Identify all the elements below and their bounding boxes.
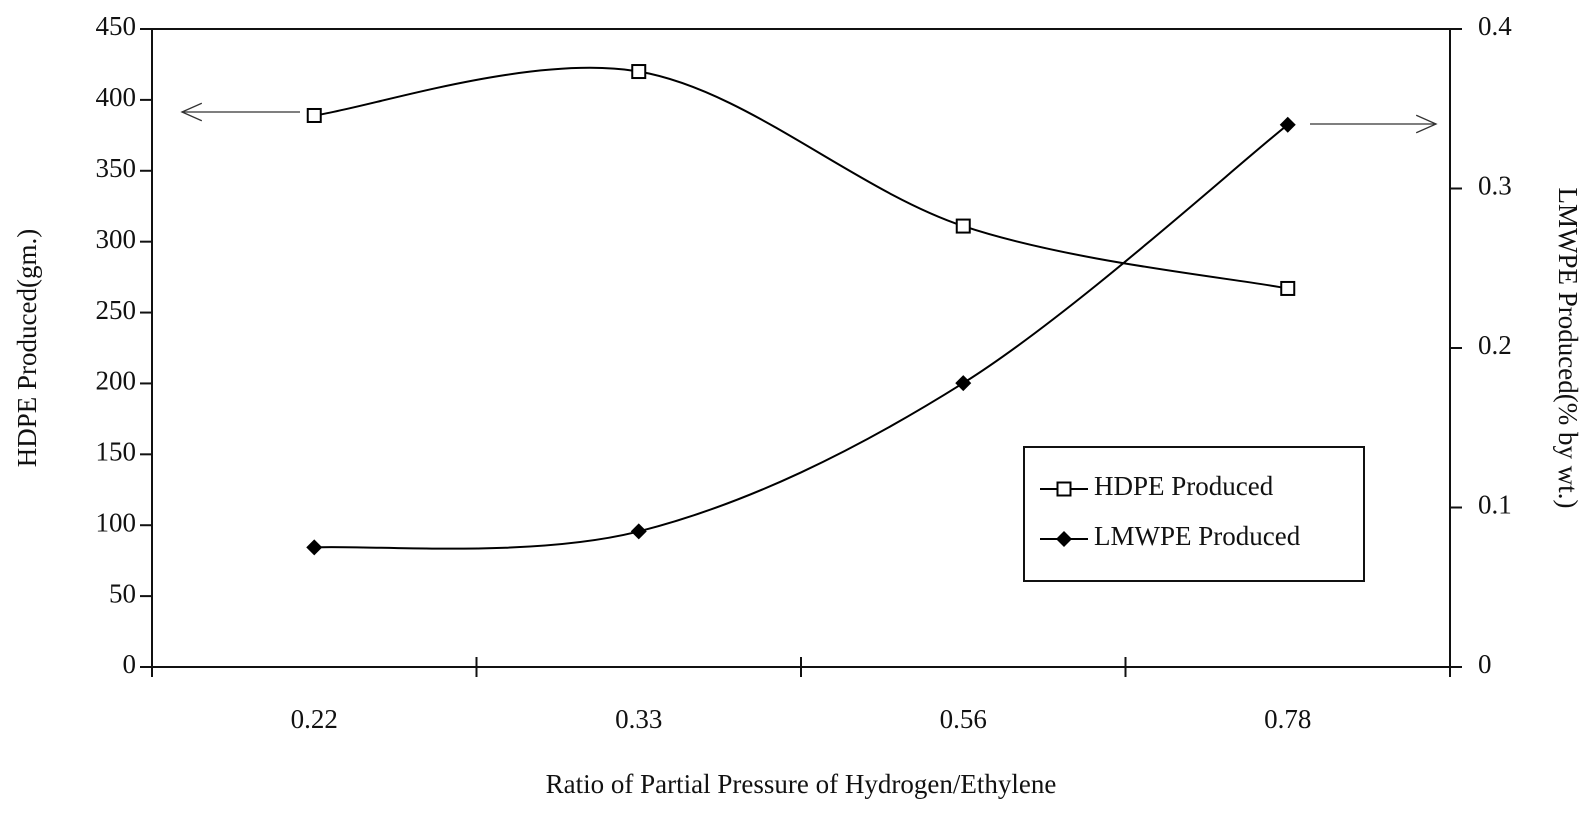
- x-tick-label: 0.78: [1264, 704, 1311, 734]
- y2-axis-label: LMWPE Produced(% by wt.): [1553, 188, 1583, 509]
- line: [314, 123, 1289, 550]
- point: [306, 107, 322, 123]
- point: [955, 218, 971, 234]
- x-tick-label: 0.33: [615, 704, 662, 734]
- line: [314, 66, 1288, 290]
- point: [1280, 280, 1296, 296]
- legend: [1023, 446, 1365, 582]
- point: [1279, 116, 1296, 133]
- y-tick-label: 50: [109, 578, 136, 608]
- y-axis-label: HDPE Produced(gm.): [12, 229, 42, 467]
- x-axis-label: Ratio of Partial Pressure of Hydrogen/Et…: [546, 769, 1057, 799]
- point: [630, 523, 647, 540]
- legend-marker: [1056, 481, 1072, 497]
- point: [631, 64, 647, 80]
- x-tick-label: 0.56: [940, 704, 987, 734]
- y-tick-label: 250: [96, 295, 137, 325]
- x-tick-label: 0.22: [291, 704, 338, 734]
- point: [955, 375, 972, 392]
- y-tick-label: 400: [96, 82, 137, 112]
- y2-tick-label: 0: [1478, 649, 1492, 679]
- y2-tick-label: 0.1: [1478, 490, 1512, 520]
- y-tick-label: 450: [96, 11, 137, 41]
- legend-marker: [1056, 531, 1072, 547]
- y-tick-label: 200: [96, 366, 137, 396]
- legend-label: HDPE Produced: [1094, 471, 1274, 501]
- y-tick-label: 100: [96, 507, 137, 537]
- legend-label: LMWPE Produced: [1094, 521, 1301, 551]
- y2-tick-label: 0.3: [1478, 171, 1512, 201]
- point: [306, 539, 323, 556]
- y2-tick-label: 0.2: [1478, 330, 1512, 360]
- y-tick-label: 150: [96, 437, 137, 467]
- y2-tick-label: 0.4: [1478, 11, 1512, 41]
- y-tick-label: 300: [96, 224, 137, 254]
- y-tick-label: 350: [96, 153, 137, 183]
- y-tick-label: 0: [123, 649, 137, 679]
